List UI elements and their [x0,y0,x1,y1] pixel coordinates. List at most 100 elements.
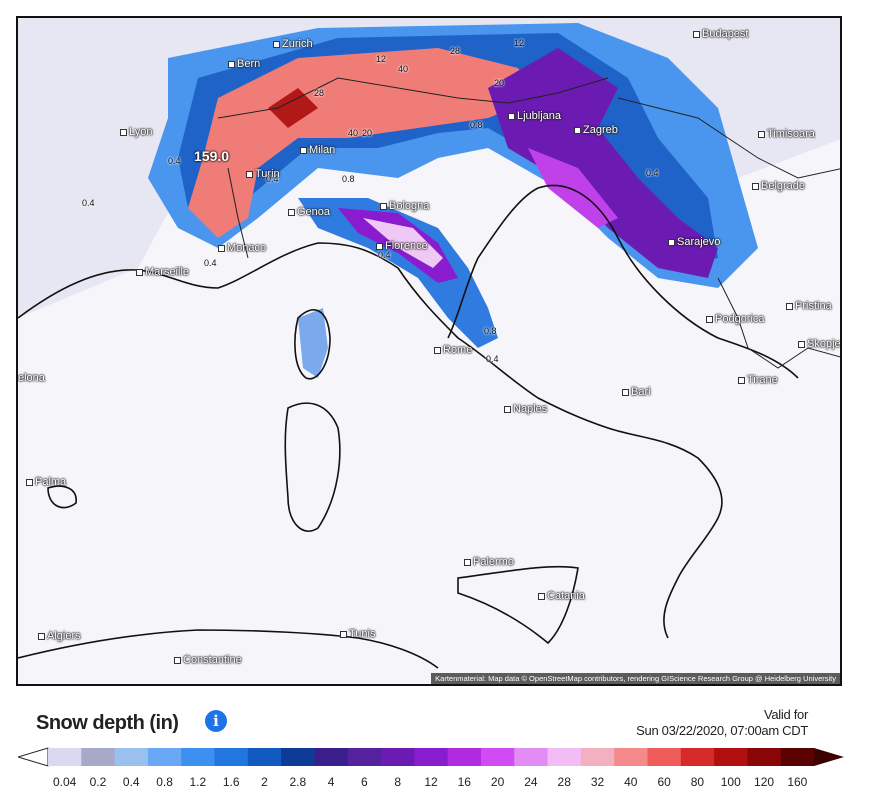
city-label: Bern [228,58,260,70]
scale-swatch [414,748,449,766]
value-label: 12 [514,38,525,48]
city-label: Bologna [380,200,429,212]
city-label: Skopje [798,338,840,350]
scale-tick-label: 120 [754,775,775,789]
valid-label: Valid for [763,707,808,722]
city-label: Tunis [340,628,376,640]
scale-tick-label: 6 [361,775,368,789]
value-label: 0.4 [168,156,181,166]
scale-tick-label: 8 [394,775,402,789]
city-label: Monaco [218,242,266,254]
scale-swatch [48,748,82,766]
city-label: Tirane [738,374,778,386]
scale-tick-label: 20 [490,775,505,789]
city-label: Bari [622,386,651,398]
city-label: Lyon [120,126,152,138]
scale-tick-label: 60 [657,775,671,789]
city-label: Ljubljana [508,110,561,122]
scale-swatch [680,748,715,766]
scale-swatch [81,748,116,766]
scale-swatch [181,748,216,766]
city-label: Catania [538,590,585,602]
city-label: Algiers [38,630,81,642]
city-label: Belgrade [752,180,805,192]
scale-tick-label: 2 [261,775,268,789]
value-label: 40 [348,128,359,138]
scale-tick-label: 1.2 [189,775,207,789]
city-label: Naples [504,403,547,415]
scale-tick-label: 1.6 [222,775,240,789]
scale-tick-label: 28 [557,775,571,789]
city-label: Podgorica [706,313,765,325]
city-label: Genoa [288,206,330,218]
scale-tick-label: 160 [787,775,808,789]
city-label: Milan [300,144,335,156]
value-label: 0.4 [266,174,279,184]
map-canvas [18,18,840,684]
scale-tick-label: 24 [524,775,538,789]
value-label: 28 [314,88,325,98]
city-label: Timisoara [758,128,815,140]
scale-swatch [247,748,282,766]
scale-swatch [614,748,648,766]
scale-swatch [480,748,515,766]
city-label: Florence [376,240,428,252]
city-label: Palermo [464,556,514,568]
scale-tick-label: 80 [690,775,705,789]
scale-swatch [347,748,382,766]
city-label: Palma [26,476,66,488]
city-label: Constantine [174,654,242,666]
scale-swatch [281,748,315,766]
scale-swatch [147,748,182,766]
snow-depth-map[interactable]: Bern Zurich Budapest Lyon Ljubljana Zagr… [16,16,842,686]
city-label: Budapest [693,28,748,40]
scale-swatch [714,748,748,766]
scale-swatch [381,748,415,766]
scale-tick-label: 0.04 [52,775,77,789]
value-label: 0.4 [486,354,499,364]
color-scale-bar [18,747,844,767]
scale-swatch [780,748,815,766]
legend-title: Snow depth (in) [36,712,179,734]
scale-swatch [314,748,349,766]
scale-arrow-high [814,748,844,766]
scale-tick-label: 40 [624,775,638,789]
scale-tick-label: 0.4 [122,775,140,789]
valid-time-value: Sun 03/22/2020, 07:00am CDT [636,723,808,738]
scale-tick-label: 100 [720,775,741,789]
info-circle-icon[interactable]: i [205,710,227,732]
value-label: 12 [376,54,387,64]
scale-tick-label: 0.8 [156,775,173,789]
value-label: 20 [362,128,373,138]
value-label: 0.8 [342,174,355,184]
value-label: 0.4 [378,250,391,260]
value-label: 0.4 [82,198,95,208]
map-attribution: Kartenmaterial: Map data © OpenStreetMap… [431,673,840,684]
city-label: Sarajevo [668,236,720,248]
scale-swatch [747,748,782,766]
scale-tick-label: 4 [327,775,335,789]
scale-tick-label: 12 [424,775,438,789]
value-label: 40 [398,64,409,74]
city-label: Pristina [786,300,832,312]
city-label: Zurich [273,38,313,50]
city-label: Rome [434,344,472,356]
scale-swatch [447,748,482,766]
scale-swatch [647,748,682,766]
value-label: 0.4 [204,258,217,268]
city-label: Zagreb [574,124,618,136]
scale-tick-label: 16 [457,775,471,789]
scale-arrow-low [18,747,49,767]
max-value-label: 159.0 [194,148,230,164]
scale-swatch [514,748,549,766]
value-label: 0.8 [470,120,483,130]
value-label: 20 [494,78,505,88]
scale-tick-label: 32 [590,775,605,789]
city-label: elona [18,372,45,384]
city-label: Marseille [136,266,189,278]
city-label: Turin [246,168,280,180]
value-label: 0.8 [484,326,497,336]
scale-swatch [114,748,149,766]
value-label: 0.4 [646,168,659,178]
scale-swatch [547,748,582,766]
